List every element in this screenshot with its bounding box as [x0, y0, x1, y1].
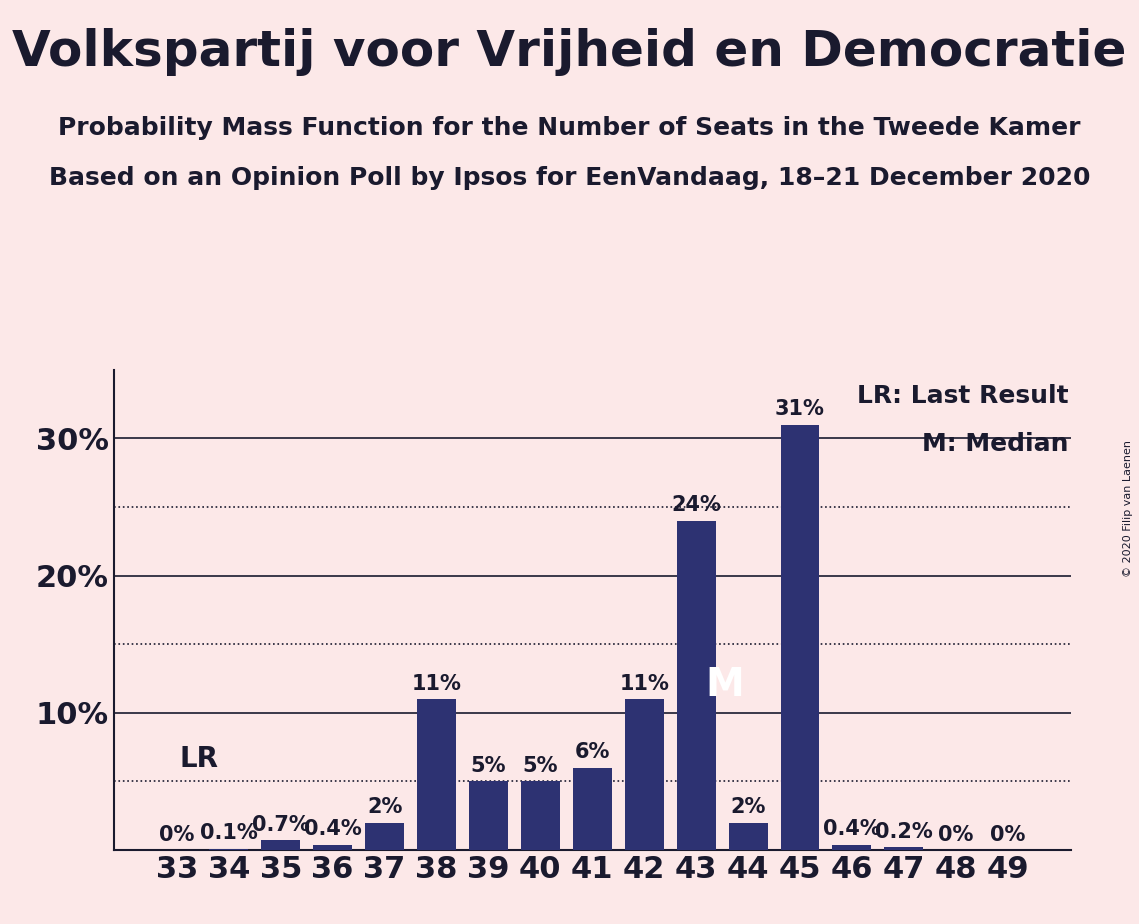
Bar: [521, 782, 560, 850]
Text: 0%: 0%: [939, 824, 974, 845]
Text: 31%: 31%: [775, 399, 825, 419]
Bar: [210, 849, 248, 850]
Text: LR: Last Result: LR: Last Result: [858, 384, 1068, 408]
Bar: [624, 699, 664, 850]
Bar: [780, 424, 819, 850]
Bar: [366, 822, 404, 850]
Text: 5%: 5%: [523, 756, 558, 776]
Bar: [417, 699, 456, 850]
Text: 0.1%: 0.1%: [200, 823, 257, 844]
Bar: [573, 768, 612, 850]
Text: 0.7%: 0.7%: [252, 815, 310, 835]
Text: 6%: 6%: [574, 742, 611, 762]
Text: M: M: [705, 666, 744, 704]
Bar: [261, 841, 301, 850]
Bar: [677, 520, 715, 850]
Text: 0.2%: 0.2%: [875, 821, 933, 842]
Text: 2%: 2%: [367, 797, 402, 817]
Text: Volkspartij voor Vrijheid en Democratie: Volkspartij voor Vrijheid en Democratie: [13, 28, 1126, 76]
Text: © 2020 Filip van Laenen: © 2020 Filip van Laenen: [1123, 440, 1133, 577]
Text: 2%: 2%: [730, 797, 765, 817]
Text: Probability Mass Function for the Number of Seats in the Tweede Kamer: Probability Mass Function for the Number…: [58, 116, 1081, 140]
Text: 0%: 0%: [159, 824, 195, 845]
Text: LR: LR: [180, 745, 219, 773]
Bar: [313, 845, 352, 850]
Text: 0.4%: 0.4%: [304, 819, 361, 839]
Text: 11%: 11%: [620, 674, 669, 694]
Text: Based on an Opinion Poll by Ipsos for EenVandaag, 18–21 December 2020: Based on an Opinion Poll by Ipsos for Ee…: [49, 166, 1090, 190]
Bar: [833, 845, 871, 850]
Text: 5%: 5%: [470, 756, 506, 776]
Text: 24%: 24%: [671, 495, 721, 515]
Text: 0.4%: 0.4%: [823, 819, 880, 839]
Bar: [884, 847, 924, 850]
Bar: [729, 822, 768, 850]
Text: 0%: 0%: [990, 824, 1025, 845]
Bar: [469, 782, 508, 850]
Text: 11%: 11%: [411, 674, 461, 694]
Text: M: Median: M: Median: [923, 432, 1068, 456]
